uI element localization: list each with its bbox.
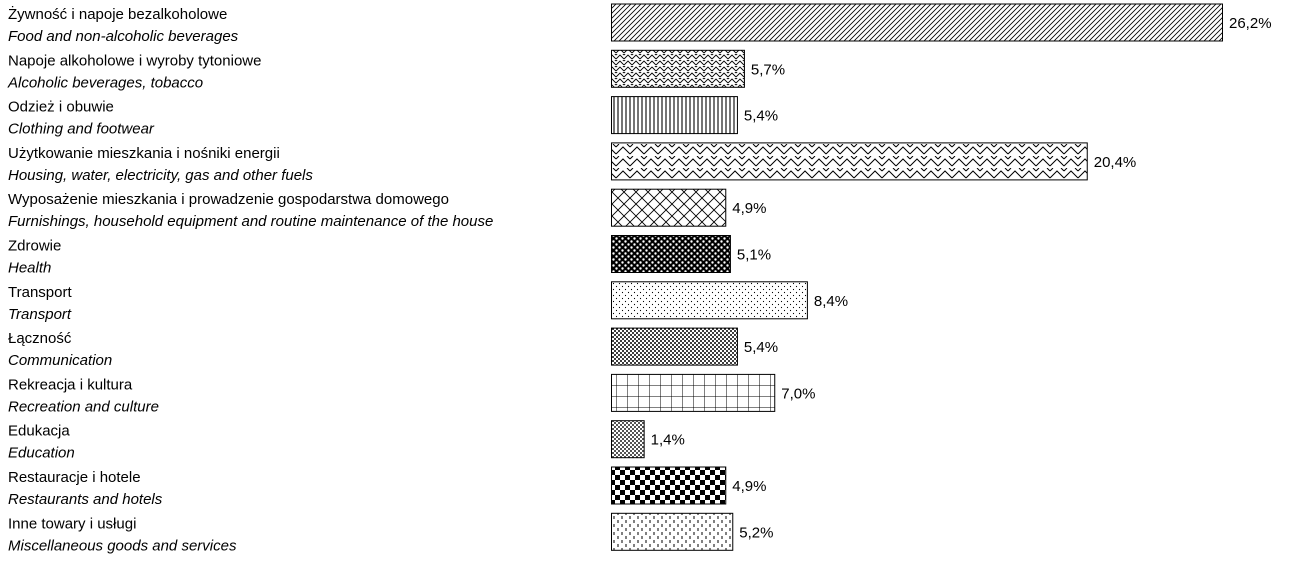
category-label-english: Health — [8, 260, 51, 277]
category-label-english: Housing, water, electricity, gas and oth… — [8, 167, 313, 184]
category-label-english: Education — [8, 445, 75, 462]
bar — [611, 420, 645, 459]
bar — [611, 466, 727, 505]
value-label: 5,7% — [751, 61, 785, 78]
category-label: Edukacja — [8, 423, 70, 440]
value-label: 20,4% — [1094, 154, 1137, 171]
category-label-english: Restaurants and hotels — [8, 491, 163, 508]
value-label: 5,4% — [744, 108, 778, 125]
category-label-english: Transport — [8, 306, 72, 323]
value-label: 7,0% — [781, 385, 815, 402]
bar — [611, 235, 731, 273]
bar — [611, 512, 734, 551]
value-label: 4,9% — [732, 478, 766, 495]
value-label: 5,1% — [737, 247, 771, 264]
category-label-english: Food and non-alcoholic beverages — [8, 28, 239, 45]
bar — [611, 3, 1223, 42]
bar — [611, 142, 1088, 181]
category-label-english: Clothing and footwear — [8, 121, 155, 138]
category-label: Restauracje i hotele — [8, 469, 141, 486]
bar — [611, 96, 738, 135]
category-label-english: Miscellaneous goods and services — [8, 537, 237, 554]
category-label: Rekreacja i kultura — [8, 376, 133, 393]
bar — [611, 188, 727, 227]
category-label: Transport — [8, 284, 72, 301]
category-label: Inne towary i usługi — [8, 515, 136, 532]
bar — [611, 49, 745, 88]
value-label: 1,4% — [651, 432, 685, 449]
category-label: Wyposażenie mieszkania i prowadzenie gos… — [8, 191, 449, 208]
category-label-english: Recreation and culture — [8, 398, 159, 415]
value-label: 5,2% — [739, 524, 773, 541]
category-label: Łączność — [8, 330, 72, 347]
category-label: Żywność i napoje bezalkoholowe — [8, 5, 227, 23]
category-label: Napoje alkoholowe i wyroby tytoniowe — [8, 52, 261, 69]
category-label-english: Furnishings, household equipment and rou… — [8, 213, 493, 230]
bar — [611, 373, 776, 412]
bar — [611, 327, 738, 366]
category-label-english: Alcoholic beverages, tobacco — [7, 74, 203, 91]
value-label: 5,4% — [744, 339, 778, 356]
value-label: 4,9% — [732, 200, 766, 217]
category-label-english: Communication — [8, 352, 112, 369]
bar — [611, 281, 808, 320]
category-label: Zdrowie — [8, 238, 61, 255]
value-label: 26,2% — [1229, 15, 1272, 32]
category-label: Odzież i obuwie — [8, 99, 114, 116]
category-label: Użytkowanie mieszkania i nośniki energii — [8, 145, 280, 162]
value-label: 8,4% — [814, 293, 848, 310]
